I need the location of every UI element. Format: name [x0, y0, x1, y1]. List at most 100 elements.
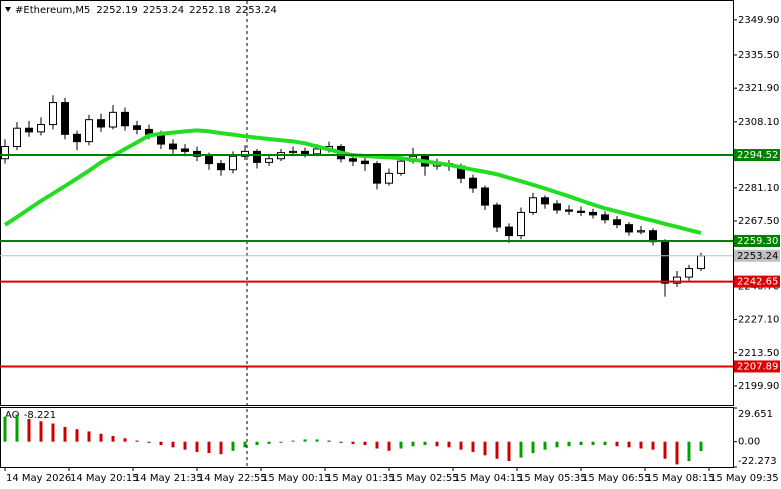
- candle-body: [697, 255, 705, 270]
- candle-body: [517, 211, 525, 237]
- x-tick-label: 15 May 01:35: [326, 473, 395, 484]
- ao-bar: [483, 441, 487, 456]
- candle-body: [217, 163, 225, 171]
- candle-body: [553, 203, 561, 211]
- ao-bar: [51, 423, 55, 442]
- y-tick-label: 2267.50: [738, 216, 779, 227]
- candle-body: [313, 148, 321, 155]
- ao-bar: [555, 441, 559, 448]
- ao-bar: [351, 441, 355, 444]
- last-price-box: [734, 249, 780, 262]
- level-box: [734, 234, 780, 247]
- ao-pane-border: [0, 407, 734, 468]
- ao-bar: [327, 440, 331, 442]
- candle-body: [541, 197, 549, 205]
- ao-bar: [651, 441, 655, 450]
- level-label: 2259.30: [737, 236, 778, 247]
- x-tick-label: 14 May 22:55: [198, 473, 267, 484]
- candle-body: [637, 230, 645, 233]
- candle-body: [73, 133, 81, 143]
- ao-bar: [195, 441, 199, 452]
- ao-bar: [303, 439, 307, 442]
- candle-body: [85, 119, 93, 143]
- ao-bar: [507, 441, 511, 462]
- ao-bar: [363, 441, 367, 446]
- ao-bar: [183, 441, 187, 450]
- x-tick-label: 15 May 05:35: [518, 473, 587, 484]
- candle-body: [49, 102, 57, 126]
- candle-body: [577, 210, 585, 213]
- candle-body: [469, 177, 477, 189]
- x-tick-label: 15 May 00:15: [262, 473, 331, 484]
- ao-bar: [99, 433, 103, 442]
- candle-body: [481, 187, 489, 206]
- candle-body: [385, 172, 393, 184]
- ao-bar: [147, 441, 151, 443]
- y-tick-label: 2199.90: [738, 381, 779, 392]
- y-tick-label: 2281.10: [738, 183, 779, 194]
- candle-body: [505, 226, 513, 237]
- ao-bar: [3, 416, 7, 442]
- header-high: 2253.24: [143, 5, 184, 16]
- candle-body: [349, 158, 357, 162]
- ao-bar: [39, 421, 43, 442]
- ao-bar: [267, 441, 271, 444]
- candle-body: [301, 150, 309, 155]
- ao-bar: [207, 441, 211, 454]
- candle-body: [181, 148, 189, 152]
- ao-bar: [15, 414, 19, 442]
- ao-bar: [171, 441, 175, 448]
- ao-bar: [543, 441, 547, 450]
- candle-body: [589, 211, 597, 216]
- ao-bar: [471, 441, 475, 452]
- candle-body: [193, 150, 201, 157]
- level-box: [734, 275, 780, 288]
- chart-title: #Ethereum,M5: [15, 5, 90, 16]
- ao-bar: [579, 441, 583, 446]
- candle-body: [613, 219, 621, 226]
- ao-bar: [123, 438, 127, 442]
- ao-bar: [675, 441, 679, 465]
- ao-bar: [159, 441, 163, 446]
- candle-body: [205, 155, 213, 165]
- candle-body: [121, 111, 129, 127]
- y-tick-label: 2349.90: [738, 15, 779, 26]
- header-close: 2253.24: [235, 5, 276, 16]
- ao-header: AO -8.221: [5, 410, 56, 421]
- candle-body: [37, 124, 45, 133]
- main-pane-border: [0, 0, 734, 406]
- moving-average: [3, 128, 702, 235]
- x-tick-label: 15 May 04:15: [454, 473, 523, 484]
- candle-body: [601, 214, 609, 221]
- ao-bar: [615, 441, 619, 447]
- ao-bar: [75, 429, 79, 442]
- chart-header: #Ethereum,M5 2252.19 2253.24 2252.18 2253.24: [15, 5, 277, 16]
- ao-bar: [339, 441, 343, 443]
- ao-bar: [663, 441, 667, 459]
- ao-bar: [639, 441, 643, 449]
- ao-bar: [255, 441, 259, 446]
- ao-bar: [567, 441, 571, 447]
- ao-bar: [279, 441, 283, 443]
- ao-bar: [111, 436, 115, 442]
- level-label: 2242.65: [737, 277, 778, 288]
- collapse-arrow: [5, 7, 11, 12]
- x-tick-label: 15 May 02:55: [390, 473, 459, 484]
- y-tick-label: 29.651: [738, 409, 773, 420]
- level-box: [734, 360, 780, 373]
- ao-bar: [315, 439, 319, 442]
- candle-body: [61, 102, 69, 135]
- candle-body: [241, 150, 249, 157]
- candle-body: [493, 204, 501, 228]
- level-label: 2207.89: [737, 361, 778, 372]
- candle-body: [25, 127, 33, 133]
- ao-bar: [375, 441, 379, 449]
- candle-body: [1, 146, 9, 160]
- x-tick-label: 14 May 21:35: [134, 473, 203, 484]
- y-tick-label: 2213.50: [738, 348, 779, 359]
- header-low: 2252.18: [189, 5, 230, 16]
- candle-body: [265, 158, 273, 163]
- ao-bar: [243, 441, 247, 448]
